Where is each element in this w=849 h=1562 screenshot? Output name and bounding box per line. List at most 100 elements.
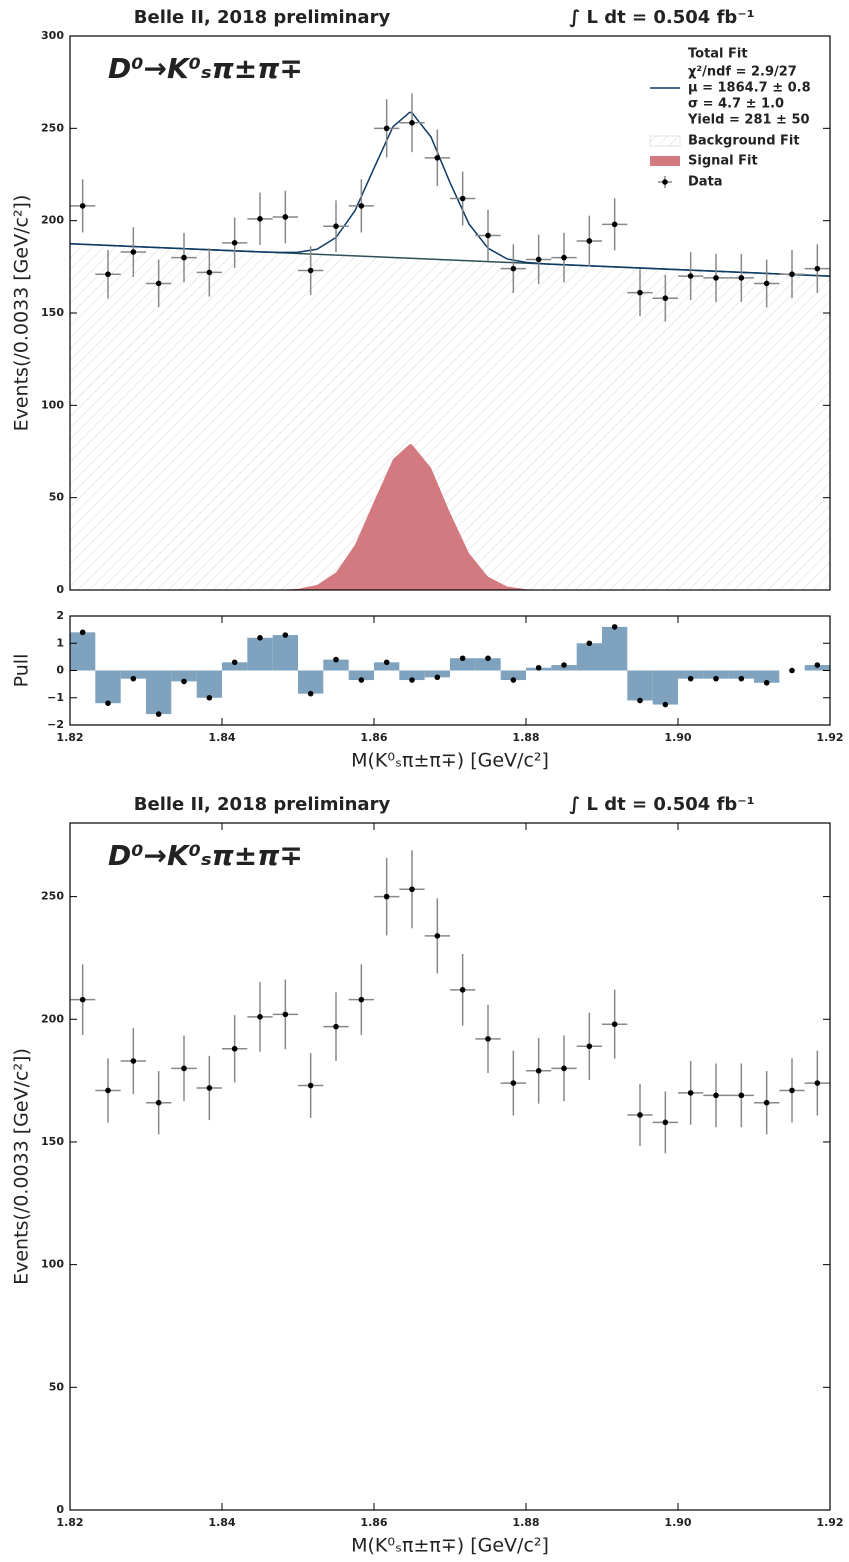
data-point xyxy=(586,238,593,244)
y-axis-label: Events(/0.0033 [GeV/c²]) xyxy=(11,1048,33,1285)
data-point xyxy=(763,280,770,287)
plot-frame xyxy=(69,822,831,1511)
pull-bar xyxy=(703,670,729,679)
y-tick-label: 50 xyxy=(49,491,65,504)
total-fit-line xyxy=(69,111,831,277)
legend-swatch xyxy=(650,156,680,166)
data-point xyxy=(358,996,365,1003)
fit-result: χ²/ndf = 2.9/27 xyxy=(688,65,797,80)
data-point xyxy=(181,254,187,261)
data-point xyxy=(79,996,86,1003)
x-tick-label: 1.86 xyxy=(360,731,387,744)
data-point xyxy=(687,273,694,279)
data-point xyxy=(738,1092,745,1099)
x-tick-label: 1.92 xyxy=(816,1516,843,1529)
y-tick-label: 0 xyxy=(56,1503,64,1516)
y-tick-label: 50 xyxy=(49,1380,65,1393)
x-tick-label: 1.88 xyxy=(512,1516,539,1529)
pull-bar xyxy=(475,658,501,671)
legend-swatch xyxy=(649,135,681,147)
legend-label: Signal Fit xyxy=(688,154,758,169)
data-point xyxy=(105,1087,111,1094)
data-point xyxy=(611,1021,618,1027)
y-tick-label: −2 xyxy=(47,718,64,731)
data-point xyxy=(206,1085,213,1091)
pull-point xyxy=(510,677,517,683)
pull-point xyxy=(358,677,365,683)
data-point xyxy=(814,265,821,272)
y-tick-label: 0 xyxy=(56,664,64,677)
legend-swatch xyxy=(662,179,668,185)
x-axis-label: M(K⁰ₛπ±π∓) [GeV/c²] xyxy=(351,750,549,772)
pull-point xyxy=(383,659,390,666)
y-tick-label: 1 xyxy=(56,636,64,649)
pull-point xyxy=(713,675,719,682)
data-point xyxy=(231,240,238,246)
data-point xyxy=(586,1043,593,1050)
pull-bar xyxy=(348,670,374,681)
x-tick-label: 1.82 xyxy=(56,731,83,744)
data-point xyxy=(510,265,517,272)
pull-point xyxy=(611,624,618,630)
fit-result: μ = 1864.7 ± 0.8 xyxy=(688,81,811,96)
data-point xyxy=(409,886,415,893)
pull-point xyxy=(637,697,643,704)
chart-title: Belle II, 2018 preliminary xyxy=(134,794,391,815)
x-tick-label: 1.90 xyxy=(664,731,691,744)
x-tick-label: 1.84 xyxy=(208,731,235,744)
data-point xyxy=(637,1112,643,1118)
y-tick-label: 300 xyxy=(41,29,64,42)
data-point xyxy=(485,232,491,239)
pull-bar xyxy=(298,670,324,694)
x-tick-label: 1.84 xyxy=(208,1516,235,1529)
pull-point xyxy=(409,677,415,683)
data-point xyxy=(814,1080,821,1086)
pull-point xyxy=(105,700,111,706)
x-axis-label: M(K⁰ₛπ±π∓) [GeV/c²] xyxy=(351,1535,549,1557)
pull-bar xyxy=(272,635,298,671)
pull-bar xyxy=(374,662,400,671)
pull-bar xyxy=(146,670,172,715)
data-point xyxy=(307,1082,314,1089)
pull-point xyxy=(307,690,314,697)
pull-bar xyxy=(678,670,704,679)
data-point xyxy=(231,1045,238,1052)
legend-label: Data xyxy=(688,175,723,190)
y-tick-label: 200 xyxy=(41,214,64,227)
data-point xyxy=(561,1065,567,1072)
y-tick-label: 250 xyxy=(41,121,64,134)
y-axis-label: Pull xyxy=(11,654,33,688)
x-tick-label: 1.92 xyxy=(816,731,843,744)
y-tick-label: 150 xyxy=(41,1135,64,1148)
pull-point xyxy=(434,674,441,681)
pull-point xyxy=(206,694,213,701)
pull-point xyxy=(814,662,821,668)
y-tick-label: 100 xyxy=(41,1258,64,1271)
data-point xyxy=(713,275,719,281)
pull-bar xyxy=(323,659,349,671)
chart: −2 −1 0 1 2 1.82 1.84 1.86 1.88 1.90 1.92 Pull M(K⁰ₛ… xyxy=(11,609,844,772)
pull-point xyxy=(257,635,263,641)
x-tick-label: 1.82 xyxy=(56,1516,83,1529)
data-point xyxy=(383,125,390,132)
data-point xyxy=(282,214,289,220)
pull-bar xyxy=(500,670,526,681)
pull-bar xyxy=(627,670,653,701)
y-tick-label: −1 xyxy=(47,691,64,704)
pull-point xyxy=(333,656,339,663)
fit-result: Yield = 281 ± 50 xyxy=(687,113,810,128)
pull-bar xyxy=(196,670,222,698)
data-point xyxy=(307,267,314,274)
data-point xyxy=(789,1087,795,1094)
data-point xyxy=(459,987,466,993)
pull-point xyxy=(282,632,289,638)
data-point xyxy=(130,249,137,255)
data-point xyxy=(459,195,466,202)
data-point xyxy=(79,203,86,209)
data-point xyxy=(206,269,213,276)
data-point xyxy=(383,893,390,900)
y-tick-label: 150 xyxy=(41,306,64,319)
pull-bar xyxy=(576,643,602,671)
fit-result: σ = 4.7 ± 1.0 xyxy=(688,97,784,112)
